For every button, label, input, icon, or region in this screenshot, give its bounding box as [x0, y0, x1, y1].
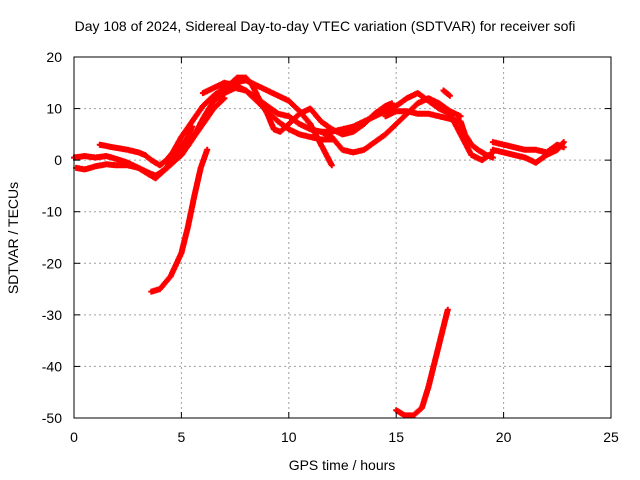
series-markers — [199, 79, 496, 164]
series-track-12 — [148, 146, 211, 295]
x-tick-label: 0 — [70, 429, 78, 445]
axis-ticks: 0 5 10 15 20 25 -50 -40 -30 -20 -10 0 10 20 — [42, 49, 619, 445]
series-track-5 — [199, 79, 496, 164]
series-markers — [217, 74, 395, 138]
y-tick-label: -40 — [42, 358, 62, 374]
series-track-8 — [382, 108, 496, 161]
series-markers — [382, 108, 496, 161]
series-markers — [393, 306, 451, 419]
series-track-6 — [217, 74, 395, 138]
series-markers — [440, 87, 453, 99]
plot-border — [73, 56, 612, 419]
series-track-11 — [440, 87, 453, 99]
data-series — [71, 74, 567, 419]
x-axis-title: GPS time / hours — [289, 457, 396, 473]
series-track-10 — [489, 139, 567, 166]
series-track-13 — [393, 306, 451, 419]
series-track-9 — [489, 139, 567, 156]
x-tick-label: 25 — [603, 429, 619, 445]
x-tick-label: 20 — [496, 429, 512, 445]
y-axis-title: SDTVAR / TECUs — [5, 182, 21, 294]
y-tick-label: -10 — [42, 204, 62, 220]
x-tick-label: 10 — [281, 429, 297, 445]
x-tick-label: 15 — [388, 429, 404, 445]
x-tick-label: 5 — [178, 429, 186, 445]
chart-title: Day 108 of 2024, Sidereal Day-to-day VTE… — [75, 18, 576, 34]
y-tick-label: -50 — [42, 410, 62, 426]
series-markers — [148, 146, 211, 295]
y-tick-label: 20 — [46, 49, 62, 65]
series-track-7 — [318, 95, 464, 156]
y-tick-label: -20 — [42, 255, 62, 271]
y-tick-label: -30 — [42, 307, 62, 323]
series-markers — [318, 95, 464, 156]
y-tick-label: 0 — [54, 152, 62, 168]
y-tick-label: 10 — [46, 101, 62, 117]
series-markers — [489, 139, 567, 156]
series-markers — [489, 139, 567, 166]
